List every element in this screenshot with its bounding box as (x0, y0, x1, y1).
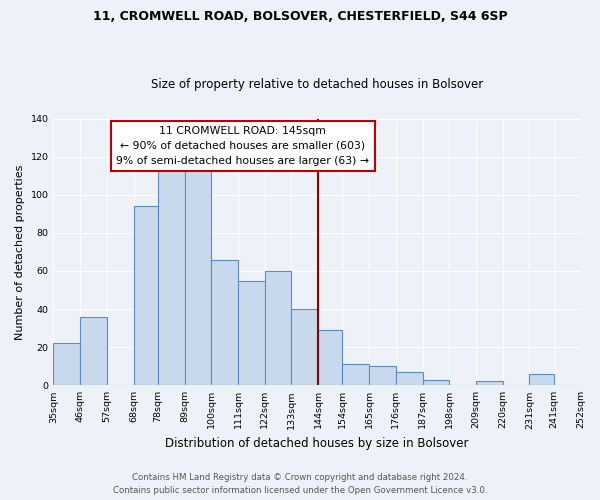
Bar (343, 364, 369, 386)
Bar (396, 372, 422, 386)
Bar (53, 344, 80, 386)
Bar (238, 280, 265, 386)
Text: Contains HM Land Registry data © Crown copyright and database right 2024.
Contai: Contains HM Land Registry data © Crown c… (113, 474, 487, 495)
X-axis label: Distribution of detached houses by size in Bolsover: Distribution of detached houses by size … (165, 437, 469, 450)
Bar (134, 206, 158, 386)
Bar (185, 170, 211, 386)
Bar (80, 316, 107, 386)
Bar (211, 260, 238, 386)
Bar (158, 160, 185, 386)
Bar (369, 366, 396, 386)
Y-axis label: Number of detached properties: Number of detached properties (15, 164, 25, 340)
Bar (476, 382, 503, 386)
Bar (265, 271, 292, 386)
Bar (422, 380, 449, 386)
Text: 11 CROMWELL ROAD: 145sqm
← 90% of detached houses are smaller (603)
9% of semi-d: 11 CROMWELL ROAD: 145sqm ← 90% of detach… (116, 126, 370, 166)
Title: Size of property relative to detached houses in Bolsover: Size of property relative to detached ho… (151, 78, 483, 91)
Bar (529, 374, 554, 386)
Bar (292, 309, 318, 386)
Text: 11, CROMWELL ROAD, BOLSOVER, CHESTERFIELD, S44 6SP: 11, CROMWELL ROAD, BOLSOVER, CHESTERFIEL… (92, 10, 508, 23)
Bar (318, 330, 343, 386)
